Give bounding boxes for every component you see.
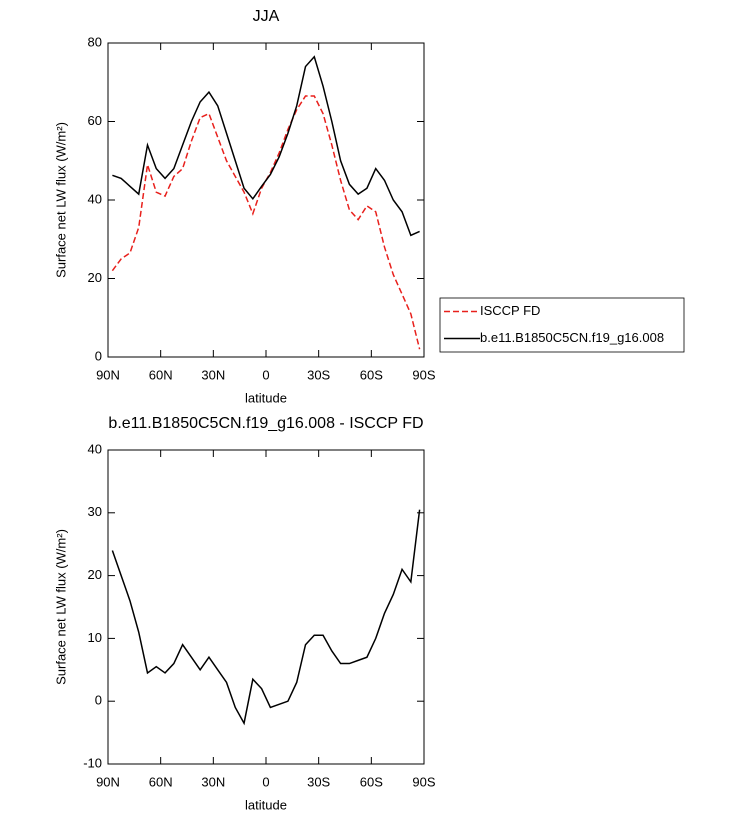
y-tick-label: 20	[88, 270, 102, 285]
x-tick-label: 30N	[201, 774, 225, 789]
y-tick-label: 60	[88, 113, 102, 128]
y-tick-label: 0	[95, 693, 102, 708]
chart-title: JJA	[253, 8, 280, 25]
chart-title: b.e11.B1850C5CN.f19_g16.008 - ISCCP FD	[108, 415, 423, 432]
x-tick-label: 30S	[307, 367, 330, 382]
legend-box	[439, 297, 685, 353]
y-tick-label: 40	[88, 191, 102, 206]
x-tick-label: 90N	[96, 774, 120, 789]
plot-frame	[107, 449, 425, 765]
x-tick-label: 60N	[149, 367, 173, 382]
y-tick-label: 20	[88, 567, 102, 582]
x-tick-label: 90S	[412, 367, 435, 382]
y-axis-label: Surface net LW flux (W/m²)	[53, 529, 68, 685]
x-tick-label: 90S	[412, 774, 435, 789]
x-tick-label: 60S	[360, 774, 383, 789]
y-tick-label: -10	[83, 755, 102, 770]
y-axis-label: Surface net LW flux (W/m²)	[53, 122, 68, 278]
y-tick-label: 30	[88, 504, 102, 519]
x-tick-label: 30S	[307, 774, 330, 789]
x-tick-label: 30N	[201, 367, 225, 382]
data-line	[112, 55, 420, 237]
y-tick-label: 10	[88, 630, 102, 645]
x-tick-label: 60S	[360, 367, 383, 382]
x-axis-label: latitude	[245, 797, 287, 812]
x-tick-label: 0	[262, 367, 269, 382]
x-tick-label: 0	[262, 774, 269, 789]
y-tick-label: 0	[95, 348, 102, 363]
legend-label: b.e11.B1850C5CN.f19_g16.008	[480, 330, 664, 345]
x-tick-label: 60N	[149, 774, 173, 789]
data-line	[111, 509, 421, 726]
plot-frame	[107, 42, 425, 358]
y-tick-label: 80	[88, 34, 102, 49]
y-tick-label: 40	[88, 441, 102, 456]
x-tick-label: 90N	[96, 367, 120, 382]
legend-label: ISCCP FD	[480, 303, 540, 318]
data-line	[111, 95, 421, 350]
x-axis-label: latitude	[245, 390, 287, 405]
